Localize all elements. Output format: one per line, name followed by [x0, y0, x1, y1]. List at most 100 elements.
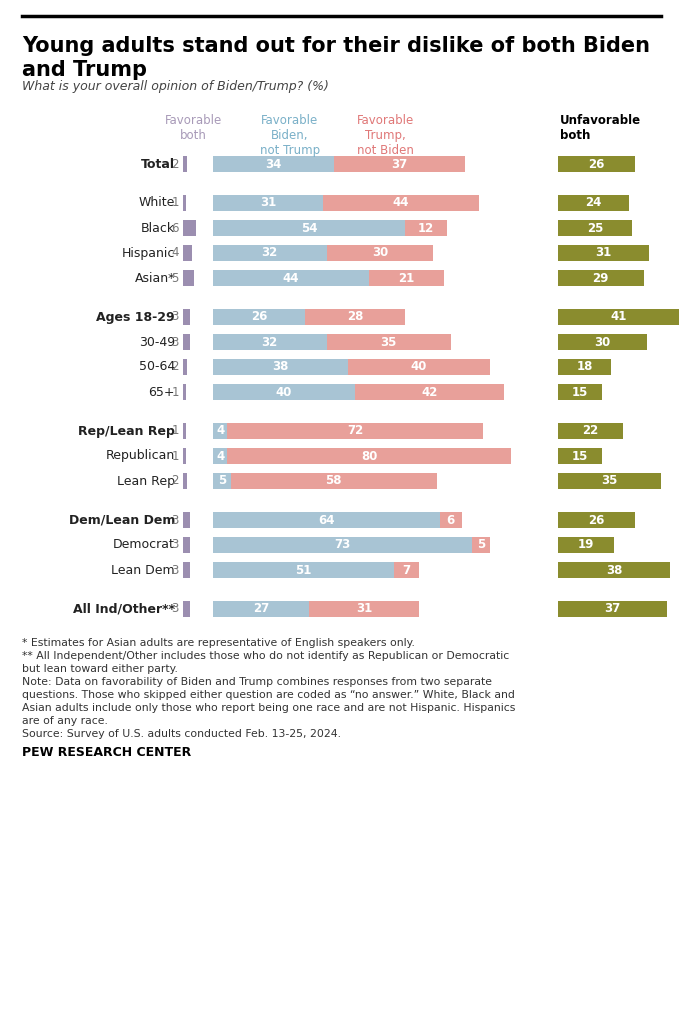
Text: Lean Rep: Lean Rep — [117, 474, 175, 487]
Text: 65+: 65+ — [148, 385, 175, 398]
Bar — [183, 309, 190, 325]
Text: 2: 2 — [171, 158, 179, 171]
Text: 26: 26 — [588, 513, 604, 526]
Bar — [558, 309, 679, 325]
Text: Asian*: Asian* — [135, 271, 175, 285]
Text: Republican: Republican — [106, 450, 175, 463]
Text: 30: 30 — [372, 247, 388, 259]
Bar — [213, 512, 441, 528]
Text: What is your overall opinion of Biden/Trump? (%): What is your overall opinion of Biden/Tr… — [22, 80, 329, 93]
Text: Rep/Lean Rep: Rep/Lean Rep — [78, 425, 175, 437]
Text: 26: 26 — [588, 158, 604, 171]
Bar — [227, 449, 511, 464]
Bar — [326, 245, 433, 261]
Text: 27: 27 — [253, 602, 269, 615]
Text: 31: 31 — [356, 602, 372, 615]
Text: 44: 44 — [393, 197, 409, 210]
Bar — [227, 423, 483, 439]
Text: Ages 18-29: Ages 18-29 — [96, 310, 175, 324]
Text: 1: 1 — [171, 450, 179, 463]
Bar — [348, 359, 490, 375]
Bar — [309, 601, 419, 617]
Text: 1: 1 — [171, 385, 179, 398]
Bar — [558, 359, 611, 375]
Bar — [213, 270, 370, 286]
Bar — [213, 195, 323, 211]
Bar — [558, 537, 614, 553]
Bar — [213, 384, 355, 400]
Bar — [213, 156, 334, 172]
Bar — [213, 537, 472, 553]
Text: 3: 3 — [171, 513, 179, 526]
Bar — [183, 473, 187, 489]
Text: 64: 64 — [318, 513, 335, 526]
Text: 24: 24 — [585, 197, 602, 210]
Text: 3: 3 — [171, 310, 179, 324]
Text: 37: 37 — [391, 158, 408, 171]
Text: Favorable
Trump,
not Biden: Favorable Trump, not Biden — [357, 114, 414, 157]
Text: Note: Data on favorability of Biden and Trump combines responses from two separa: Note: Data on favorability of Biden and … — [22, 677, 492, 687]
Bar — [558, 156, 635, 172]
Text: questions. Those who skipped either question are coded as “no answer.” White, Bl: questions. Those who skipped either ques… — [22, 690, 515, 700]
Text: 3: 3 — [171, 563, 179, 577]
Text: 21: 21 — [398, 271, 415, 285]
Bar — [183, 156, 187, 172]
Bar — [370, 270, 444, 286]
Text: 5: 5 — [218, 474, 226, 487]
Text: 6: 6 — [447, 513, 455, 526]
Text: 38: 38 — [606, 563, 622, 577]
Text: Total: Total — [141, 158, 175, 171]
Text: 38: 38 — [273, 360, 289, 374]
Text: 50-64: 50-64 — [139, 360, 175, 374]
Bar — [213, 449, 227, 464]
Text: 29: 29 — [593, 271, 609, 285]
Text: Favorable
both: Favorable both — [165, 114, 221, 142]
Text: are of any race.: are of any race. — [22, 716, 108, 726]
Bar — [213, 562, 394, 578]
Text: 3: 3 — [171, 336, 179, 348]
Text: 30-49: 30-49 — [139, 336, 175, 348]
Text: 51: 51 — [295, 563, 311, 577]
Bar — [183, 220, 196, 236]
Text: 5: 5 — [171, 271, 179, 285]
Bar — [213, 309, 305, 325]
Text: 15: 15 — [572, 450, 588, 463]
Text: Hispanic: Hispanic — [122, 247, 175, 259]
Text: 6: 6 — [171, 221, 179, 234]
Text: 5: 5 — [477, 539, 485, 552]
Text: 32: 32 — [262, 336, 278, 348]
Bar — [213, 423, 227, 439]
Bar — [355, 384, 504, 400]
Text: but lean toward either party.: but lean toward either party. — [22, 664, 178, 674]
Bar — [405, 220, 447, 236]
Bar — [231, 473, 436, 489]
Text: 30: 30 — [594, 336, 611, 348]
Bar — [183, 537, 190, 553]
Text: PEW RESEARCH CENTER: PEW RESEARCH CENTER — [22, 746, 191, 759]
Text: All Ind/Other**: All Ind/Other** — [73, 602, 175, 615]
Bar — [183, 359, 187, 375]
Bar — [213, 601, 309, 617]
Text: 35: 35 — [602, 474, 618, 487]
Text: Black: Black — [141, 221, 175, 234]
Text: 15: 15 — [572, 385, 588, 398]
Text: 1: 1 — [171, 197, 179, 210]
Bar — [334, 156, 465, 172]
Bar — [213, 220, 405, 236]
Text: 2: 2 — [171, 360, 179, 374]
Bar — [213, 359, 348, 375]
Text: 3: 3 — [171, 539, 179, 552]
Text: Democrat: Democrat — [113, 539, 175, 552]
Text: 44: 44 — [283, 271, 299, 285]
Bar — [183, 512, 190, 528]
Text: 3: 3 — [171, 602, 179, 615]
Text: 12: 12 — [418, 221, 434, 234]
Bar — [441, 512, 462, 528]
Bar — [183, 270, 194, 286]
Text: 42: 42 — [421, 385, 438, 398]
Bar — [213, 245, 326, 261]
Text: 4: 4 — [171, 247, 179, 259]
Bar — [558, 562, 670, 578]
Text: 22: 22 — [583, 425, 598, 437]
Text: 28: 28 — [347, 310, 363, 324]
